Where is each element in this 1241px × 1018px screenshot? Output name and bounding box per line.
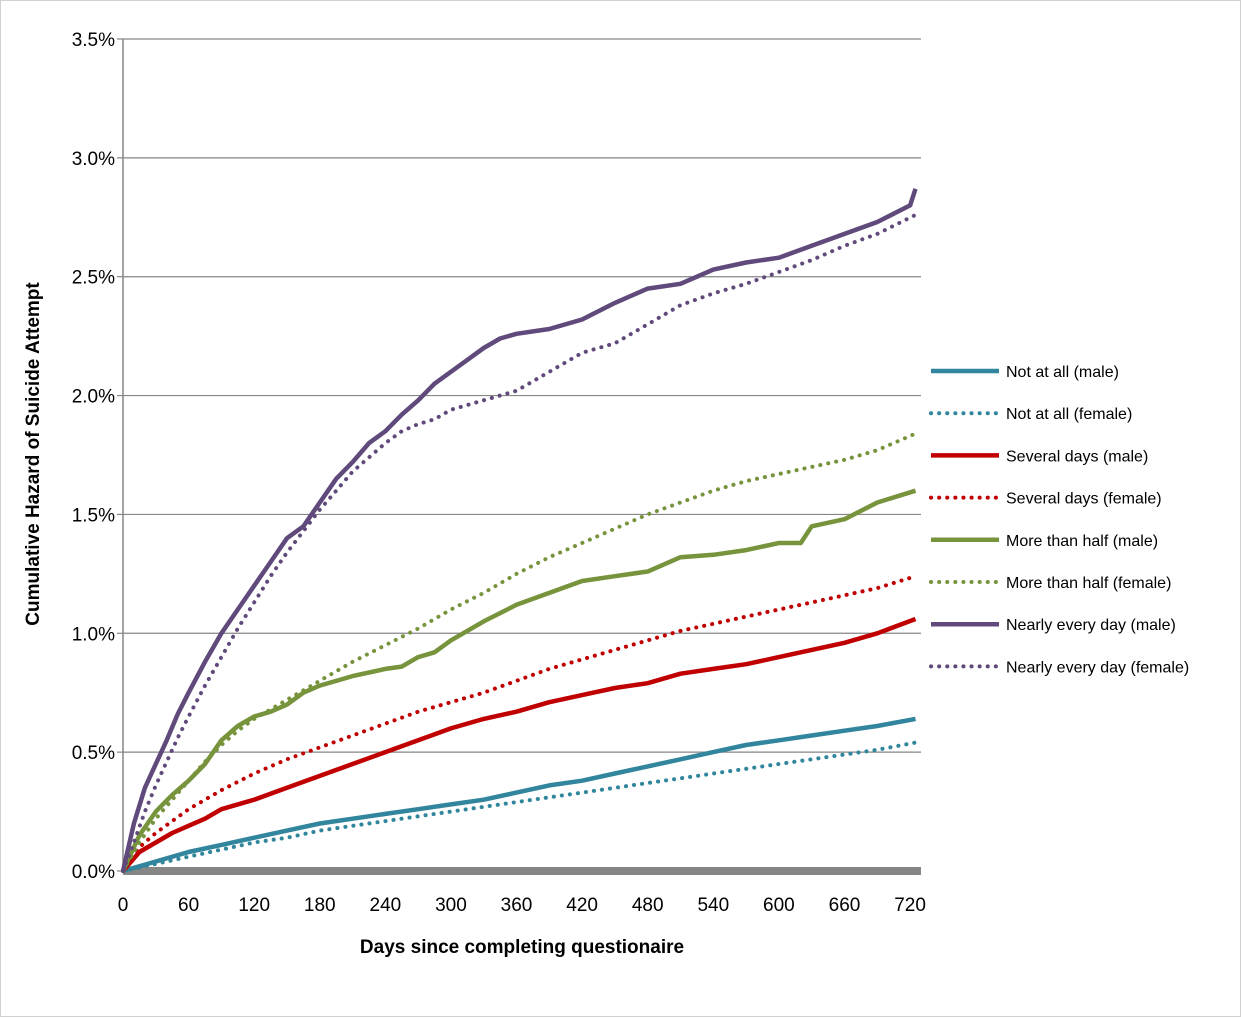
x-tick-label-8: 480 [632,895,664,916]
y-tick-label-5: 2.5% [72,268,115,289]
axes [122,39,921,875]
x-tick-label-6: 360 [501,895,533,916]
tick-labels: 0.0% 0.5% 1.0% 1.5% 2.0% 2.5% 3.0% 3.5% 0 60 120 18… [72,30,926,916]
y-tick-label-0: 0.0% [72,862,115,883]
y-tick-label-3: 1.5% [72,505,115,526]
y-axis-title: Cumulative Hazard of Suicide Attempt [23,282,44,626]
series-line-6 [120,188,918,872]
x-tick-label-0: 0 [118,895,129,916]
series-line-1 [121,740,918,873]
series-line-4 [120,488,917,872]
x-tick-label-3: 180 [304,895,336,916]
x-tick-label-9: 540 [697,895,729,916]
legend-label-3: Several days (female) [1006,491,1162,508]
y-tick-label-1: 0.5% [72,743,115,764]
gridlines [117,38,921,872]
legend-label-0: Not at all (male) [1006,364,1119,381]
y-tick-label-7: 3.5% [72,30,115,51]
legend-label-5: More than half (female) [1006,575,1171,592]
series-line-5 [121,431,918,873]
series-line-2 [121,616,917,873]
series-lines [120,188,918,874]
x-tick-label-11: 660 [829,895,861,916]
legend: Not at all (male) Not at all (female) Seve… [929,364,1189,676]
x-tick-label-12: 720 [894,895,926,916]
legend-label-7: Nearly every day (female) [1006,659,1189,676]
series-line-0 [122,716,916,874]
legend-label-1: Not at all (female) [1006,406,1132,423]
legend-label-6: Nearly every day (male) [1006,617,1176,634]
x-tick-label-7: 420 [566,895,598,916]
legend-label-4: More than half (male) [1006,533,1158,550]
y-tick-label-2: 1.0% [72,624,115,645]
x-axis-title: Days since completing questionaire [360,937,684,958]
y-tick-label-4: 2.0% [72,387,115,408]
x-tick-label-4: 240 [370,895,402,916]
legend-label-2: Several days (male) [1006,448,1148,465]
y-tick-label-6: 3.0% [72,149,115,170]
x-tick-label-2: 120 [238,895,270,916]
x-tick-label-5: 300 [435,895,467,916]
x-tick-label-10: 600 [763,895,795,916]
x-tick-label-1: 60 [178,895,199,916]
